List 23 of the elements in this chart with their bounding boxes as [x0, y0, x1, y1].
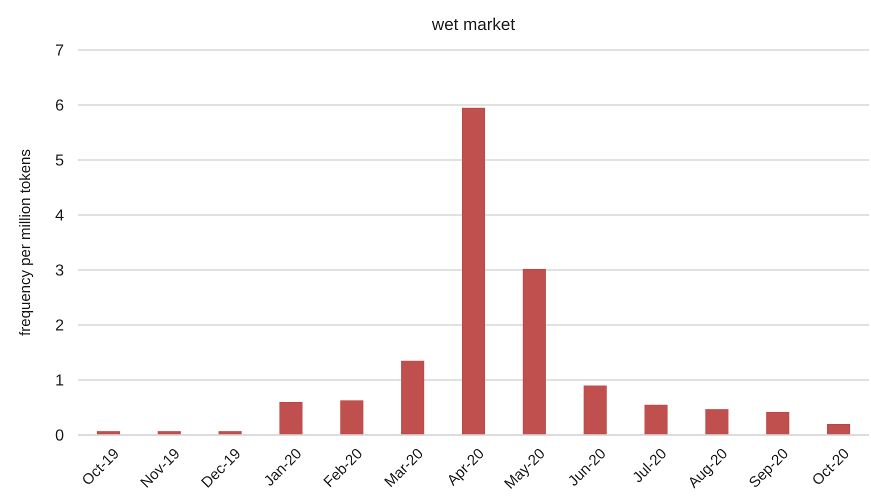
bar [279, 402, 303, 435]
bar [705, 409, 728, 435]
bar [644, 404, 668, 435]
bar [584, 386, 607, 435]
y-tick-label: 2 [55, 318, 64, 335]
y-tick-label: 4 [55, 208, 64, 225]
y-tick-label: 1 [55, 372, 64, 390]
bar [340, 400, 364, 435]
y-axis-title: frequency per million tokens [17, 149, 34, 336]
y-tick-label: 3 [55, 262, 64, 280]
bar [401, 360, 424, 435]
bar [827, 424, 850, 435]
y-tick-label: 6 [55, 98, 64, 115]
bar [158, 431, 181, 435]
y-tick-label: 5 [55, 152, 64, 170]
y-tick-label: 7 [55, 42, 64, 60]
y-tick-label: 0 [55, 428, 64, 445]
bar [96, 431, 120, 435]
bar [462, 108, 486, 435]
bar [766, 412, 790, 435]
bar [218, 431, 242, 435]
bar [522, 268, 546, 435]
chart-title: wet market [430, 15, 516, 34]
